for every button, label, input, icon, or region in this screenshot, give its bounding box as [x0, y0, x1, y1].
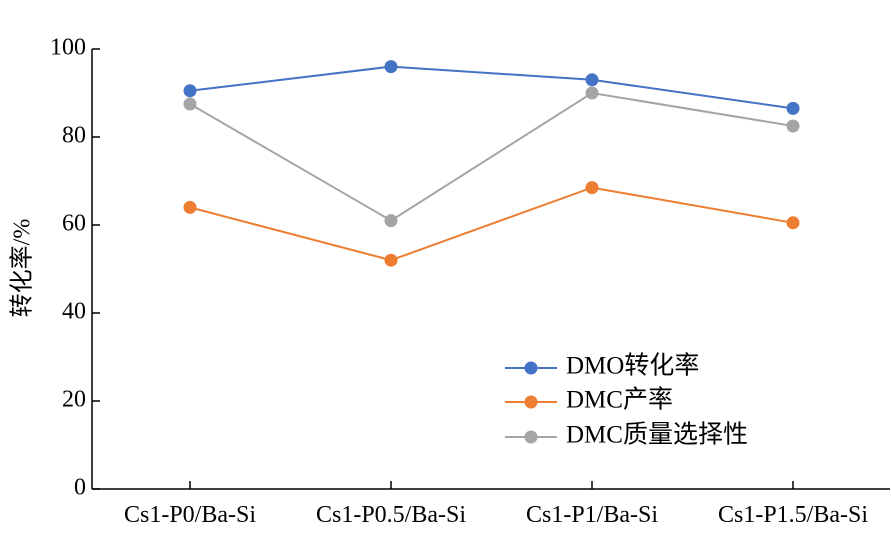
series-line [189, 91, 794, 222]
legend-label: DMC质量选择性 [566, 421, 748, 449]
x-tick-label: Cs1-P1.5/Ba-Si [718, 502, 868, 528]
data-point [585, 86, 599, 100]
series-0 [183, 60, 800, 115]
y-tick-label: 40 [62, 299, 86, 325]
series-line [189, 186, 794, 262]
x-ticks: Cs1-P0/Ba-Si Cs1-P0.5/Ba-Si Cs1-P1/Ba-Si Cs… [124, 481, 868, 528]
series-1 [183, 181, 800, 267]
legend-marker [524, 430, 538, 444]
series-line [189, 65, 794, 110]
x-tick-label: Cs1-P0/Ba-Si [124, 502, 256, 528]
y-tick-label: 100 [50, 35, 86, 61]
legend-item: DMO转化率 [505, 352, 699, 380]
data-point [384, 253, 398, 267]
y-axis-title: 转化率/% [9, 219, 36, 318]
data-point [786, 101, 800, 115]
data-point [183, 200, 197, 214]
legend-item: DMC产率 [505, 386, 673, 414]
y-axis: 0 20 40 60 80 100 [50, 35, 100, 501]
x-tick-label: Cs1-P1/Ba-Si [526, 502, 658, 528]
y-tick-label: 20 [62, 387, 86, 413]
series-layer [183, 60, 800, 267]
legend-marker [524, 395, 538, 409]
legend-label: DMO转化率 [566, 352, 699, 380]
data-point [384, 214, 398, 228]
x-axis: Cs1-P0/Ba-Si Cs1-P0.5/Ba-Si Cs1-P1/Ba-Si Cs… [92, 481, 890, 528]
y-tick-label: 80 [62, 123, 86, 149]
legend-label: DMC产率 [566, 386, 673, 414]
series-2 [183, 86, 800, 228]
data-point [183, 97, 197, 111]
y-ticks: 0 20 40 60 80 100 [50, 35, 100, 501]
y-tick-label: 60 [62, 211, 86, 237]
legend-marker [524, 361, 538, 375]
data-point [585, 73, 599, 87]
legend: DMO转化率 DMC产率 DMC质量选择性 [505, 352, 748, 449]
legend-item: DMC质量选择性 [505, 421, 748, 449]
data-point [786, 119, 800, 133]
data-point [183, 84, 197, 98]
data-point [384, 60, 398, 74]
data-point [585, 181, 599, 195]
x-tick-label: Cs1-P0.5/Ba-Si [316, 502, 466, 528]
data-point [786, 216, 800, 230]
y-tick-label: 0 [74, 475, 86, 501]
